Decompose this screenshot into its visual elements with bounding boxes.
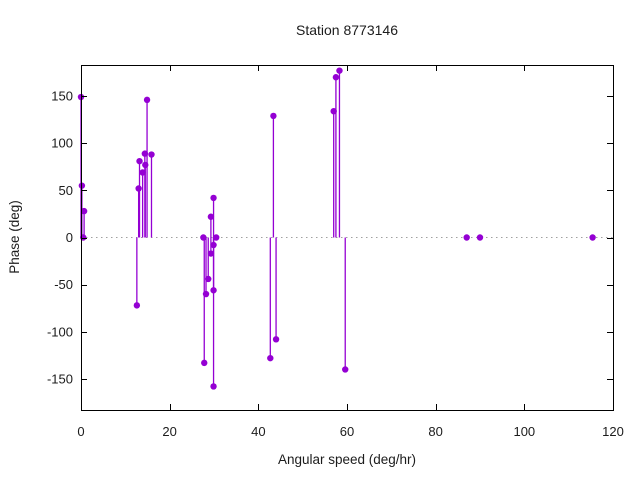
- data-point: [207, 250, 215, 257]
- x-tick-label: 120: [602, 424, 624, 439]
- data-point: [270, 112, 277, 120]
- y-tick-label: 150: [51, 89, 73, 104]
- data-point: [143, 96, 151, 104]
- data-point: [336, 67, 343, 74]
- x-tick-label: 60: [340, 424, 354, 439]
- data-point: [589, 234, 596, 241]
- data-point: [476, 234, 484, 241]
- data-point: [141, 150, 149, 157]
- x-tick-label: 40: [251, 424, 265, 439]
- data-point: [148, 151, 155, 158]
- y-tick-label: -50: [54, 277, 73, 292]
- data-point: [210, 287, 217, 294]
- data-point: [213, 234, 220, 241]
- data-point: [272, 336, 280, 343]
- data-point: [207, 213, 215, 220]
- data-point: [142, 161, 149, 169]
- y-tick-label: 100: [51, 136, 73, 151]
- data-point: [200, 234, 207, 241]
- data-point: [202, 290, 210, 298]
- data-point: [342, 366, 349, 373]
- y-tick-label: -150: [47, 371, 73, 386]
- data-point: [332, 74, 340, 81]
- data-point: [80, 207, 88, 215]
- y-tick-label: -100: [47, 324, 73, 339]
- data-point: [330, 107, 337, 115]
- chart-title: Station 8773146: [296, 22, 398, 38]
- data-point: [210, 241, 217, 249]
- y-tick-label: 50: [59, 183, 73, 198]
- x-tick-label: 20: [162, 424, 176, 439]
- data-point: [136, 157, 143, 165]
- data-point: [210, 383, 217, 390]
- data-point: [201, 359, 208, 367]
- x-tick-label: 80: [428, 424, 442, 439]
- y-tick-label: 0: [66, 230, 73, 245]
- data-point: [80, 234, 87, 241]
- x-axis-label: Angular speed (deg/hr): [277, 452, 417, 467]
- data-point: [463, 234, 470, 241]
- data-point: [139, 169, 146, 176]
- data-point: [210, 194, 217, 202]
- data-point: [133, 302, 141, 309]
- data-point: [267, 354, 274, 362]
- x-tick-label: 100: [513, 424, 535, 439]
- data-point: [205, 275, 212, 283]
- y-axis-label: Phase (deg): [7, 200, 22, 274]
- x-tick-label: 0: [77, 424, 84, 439]
- data-point: [135, 185, 142, 192]
